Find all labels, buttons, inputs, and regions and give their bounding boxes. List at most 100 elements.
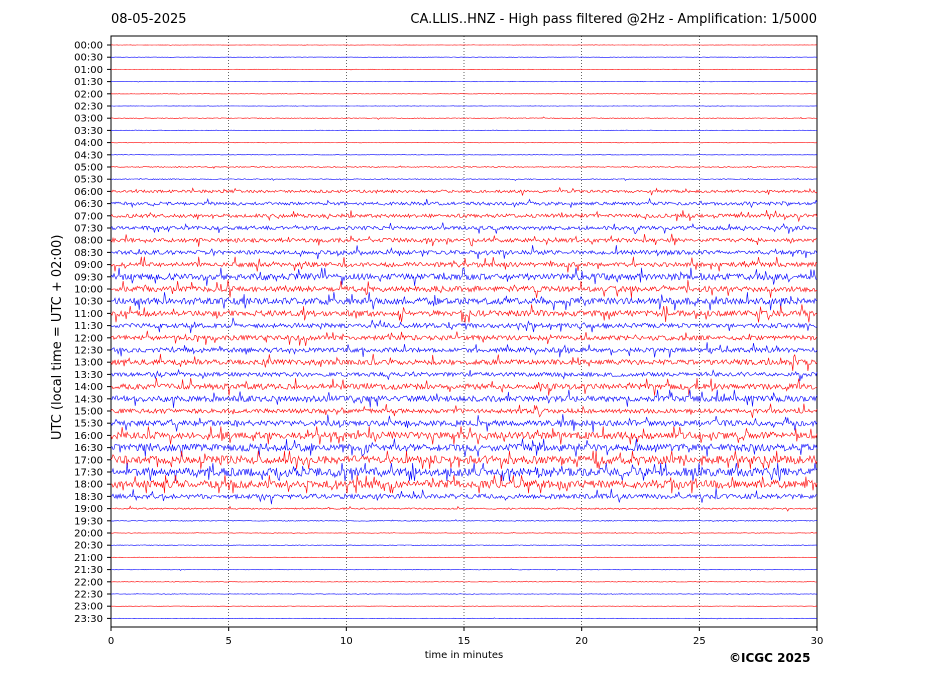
trace-2300 <box>111 605 818 608</box>
trace-0700 <box>110 210 818 223</box>
x-tick-label: 10 <box>340 636 353 647</box>
y-tick-label: 11:00 <box>74 309 103 320</box>
trace-0730 <box>110 222 818 235</box>
y-tick-label: 04:30 <box>74 150 103 161</box>
date-label: 08-05-2025 <box>111 12 187 27</box>
trace-2330 <box>110 617 818 620</box>
copyright-label: ©ICGC 2025 <box>729 651 811 665</box>
trace-1230 <box>110 342 818 358</box>
trace-1930 <box>110 519 818 522</box>
trace-0000 <box>110 44 818 46</box>
y-tick-label: 08:00 <box>74 236 103 247</box>
trace-0100 <box>111 68 818 71</box>
trace-0600 <box>110 186 818 196</box>
y-tick-label: 19:30 <box>74 516 103 527</box>
x-tick-label: 30 <box>811 636 824 647</box>
y-tick-label: 00:00 <box>74 41 103 52</box>
trace-0330 <box>111 129 818 132</box>
y-tick-label: 07:00 <box>74 211 103 222</box>
y-tick-label: 18:30 <box>74 492 103 503</box>
y-tick-label: 06:30 <box>74 199 103 210</box>
y-tick-label: 23:00 <box>74 602 103 613</box>
trace-0430 <box>111 154 818 156</box>
x-tick-label: 0 <box>108 636 114 647</box>
y-tick-label: 23:30 <box>74 614 103 625</box>
y-tick-label: 22:30 <box>74 590 103 601</box>
chart-title: CA.LLIS..HNZ - High pass filtered @2Hz -… <box>410 12 817 27</box>
trace-1300 <box>110 353 818 372</box>
trace-1600 <box>110 426 818 445</box>
y-tick-label: 10:30 <box>74 297 103 308</box>
trace-2100 <box>110 556 818 559</box>
trace-1130 <box>110 317 818 334</box>
y-tick-label: 05:00 <box>74 163 103 174</box>
y-tick-label: 08:30 <box>74 248 103 259</box>
y-tick-label: 11:30 <box>74 321 103 332</box>
y-tick-label: 05:30 <box>74 175 103 186</box>
y-tick-label: 12:00 <box>74 333 103 344</box>
y-tick-label: 15:00 <box>74 407 103 418</box>
trace-0300 <box>110 116 818 120</box>
trace-0830 <box>110 245 818 260</box>
x-tick-label: 20 <box>575 636 588 647</box>
y-tick-label: 01:30 <box>74 77 103 88</box>
trace-0530 <box>110 177 818 181</box>
trace-1330 <box>110 368 818 381</box>
trace-2000 <box>110 531 818 535</box>
trace-1000 <box>110 279 818 299</box>
y-tick-label: 01:00 <box>74 65 103 76</box>
y-tick-label: 03:30 <box>74 126 103 137</box>
y-tick-label: 14:00 <box>74 382 103 393</box>
y-tick-label: 22:00 <box>74 577 103 588</box>
y-tick-label: 20:00 <box>74 529 103 540</box>
trace-1400 <box>111 377 818 396</box>
y-tick-label: 06:00 <box>74 187 103 198</box>
y-tick-label: 07:30 <box>74 224 103 235</box>
y-tick-label: 13:30 <box>74 370 103 381</box>
y-tick-label: 00:30 <box>74 53 103 64</box>
y-tick-label: 18:00 <box>74 480 103 491</box>
trace-1430 <box>110 389 818 408</box>
trace-1630 <box>110 438 818 457</box>
y-tick-label: 14:30 <box>74 394 103 405</box>
y-tick-label: 15:30 <box>74 419 103 430</box>
plot-frame <box>110 35 818 628</box>
x-tick-label: 5 <box>225 636 231 647</box>
y-tick-label: 13:00 <box>74 358 103 369</box>
y-tick-label: 21:00 <box>74 553 103 564</box>
y-tick-label: 04:00 <box>74 138 103 149</box>
y-tick-label: 17:00 <box>74 455 103 466</box>
trace-0130 <box>110 80 818 83</box>
y-tick-label: 09:00 <box>74 260 103 271</box>
x-tick-label: 15 <box>458 636 471 647</box>
trace-1030 <box>110 292 818 311</box>
trace-2230 <box>110 593 818 596</box>
trace-2200 <box>110 580 817 583</box>
trace-0800 <box>110 233 818 247</box>
y-tick-label: 17:30 <box>74 468 103 479</box>
y-tick-label: 21:30 <box>74 565 103 576</box>
y-tick-label: 20:30 <box>74 541 103 552</box>
x-tick-label: 25 <box>693 636 706 647</box>
trace-2130 <box>110 568 818 571</box>
y-tick-label: 02:30 <box>74 102 103 113</box>
trace-0500 <box>110 165 818 169</box>
trace-0630 <box>110 197 818 209</box>
y-tick-label: 16:30 <box>74 443 103 454</box>
y-tick-label: 19:00 <box>74 504 103 515</box>
trace-0200 <box>110 93 818 95</box>
y-tick-label: 03:00 <box>74 114 103 125</box>
trace-1530 <box>110 414 818 433</box>
trace-2030 <box>110 544 818 546</box>
trace-1800 <box>110 475 818 494</box>
trace-0900 <box>110 256 818 273</box>
y-tick-label: 09:30 <box>74 272 103 283</box>
y-tick-label: 12:30 <box>74 346 103 357</box>
y-tick-label: 16:00 <box>74 431 103 442</box>
trace-1900 <box>110 505 818 512</box>
trace-1730 <box>110 462 818 482</box>
y-tick-label: 02:00 <box>74 89 103 100</box>
trace-1200 <box>110 330 818 346</box>
trace-1500 <box>110 403 818 418</box>
